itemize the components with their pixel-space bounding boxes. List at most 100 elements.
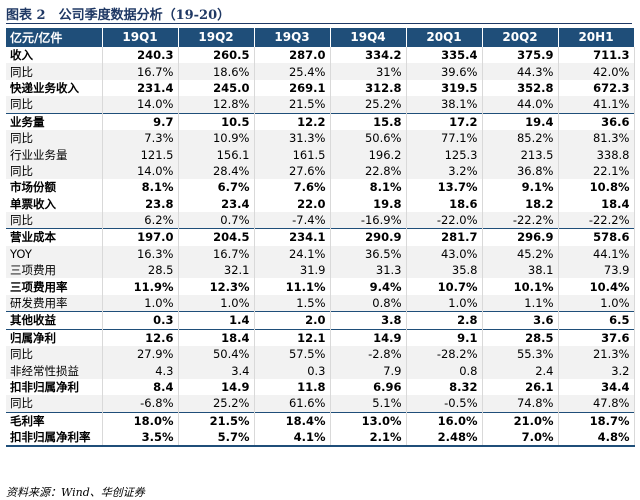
cell-value: 10.7% [406, 278, 483, 295]
cell-value: 4.1% [254, 428, 331, 448]
cell-value: 23.8 [102, 195, 179, 212]
row-label: 同比 [6, 346, 103, 363]
cell-value: 14.9 [178, 378, 255, 396]
cell-value: 73.9 [558, 262, 635, 279]
row-label: 市场份额 [6, 179, 103, 196]
row-label: 同比 [6, 395, 103, 413]
table-row: 研发费用率 1.0% 1.0% 1.5% 0.8% 1.0% 1.1% 1.0% [6, 294, 635, 312]
row-label: 扣非归属净利 [6, 378, 103, 396]
row-label: 业务量 [6, 112, 103, 130]
cell-value: 3.6 [482, 311, 559, 330]
row-label: 扣非归属净利率 [6, 428, 103, 448]
table-row: 扣非归属净利 8.4 14.9 11.8 6.96 8.32 26.1 34.4 [6, 378, 635, 396]
cell-value: -16.9% [330, 211, 407, 229]
row-label: 营业成本 [6, 228, 103, 246]
cell-value: 8.1% [330, 179, 407, 196]
cell-value: 38.1% [406, 96, 483, 114]
cell-value: 0.7% [178, 211, 255, 229]
cell-value: 16.3% [102, 245, 179, 263]
cell-value: 0.3 [102, 311, 179, 330]
row-label: 收入 [6, 46, 103, 64]
cell-value: 21.3% [558, 346, 635, 363]
table-row: 三项费用 28.5 32.1 31.9 31.3 35.8 38.1 73.9 [6, 262, 635, 279]
cell-value: 18.6 [406, 195, 483, 212]
cell-value: 8.4 [102, 378, 179, 396]
cell-value: 161.5 [254, 146, 331, 163]
cell-value: 3.5% [102, 428, 179, 448]
cell-value: 37.6 [558, 328, 635, 347]
cell-value: 2.48% [406, 428, 483, 448]
cell-value: 13.7% [406, 179, 483, 196]
cell-value: 74.8% [482, 395, 559, 413]
row-label: 三项费用率 [6, 278, 103, 295]
cell-value: 213.5 [482, 146, 559, 163]
table-row: 三项费用率 11.9% 12.3% 11.1% 9.4% 10.7% 10.1% 10.4% [6, 278, 635, 295]
header-19q2: 19Q2 [178, 28, 255, 47]
table-row: 收入 240.3 260.5 287.0 334.2 335.4 375.9 711.3 [6, 46, 635, 64]
cell-value: 156.1 [178, 146, 255, 163]
cell-value: 672.3 [558, 79, 635, 97]
table-row: 同比 27.9% 50.4% 57.5% -2.8% -28.2% 55.3% 21.3% [6, 346, 635, 363]
table-row: 非经常性损益 4.3 3.4 0.3 7.9 0.8 2.4 3.2 [6, 362, 635, 379]
cell-value: 11.1% [254, 278, 331, 295]
cell-value: 0.8 [406, 362, 483, 379]
cell-value: 24.1% [254, 245, 331, 263]
cell-value: 39.6% [406, 63, 483, 80]
cell-value: 3.8 [330, 311, 407, 330]
cell-value: 14.0% [102, 162, 179, 180]
cell-value: 22.0 [254, 195, 331, 212]
cell-value: 28.4% [178, 162, 255, 180]
cell-value: 81.3% [558, 129, 635, 147]
table-row: 同比 14.0% 28.4% 27.6% 22.8% 3.2% 36.8% 22.1% [6, 162, 635, 180]
cell-value: 711.3 [558, 46, 635, 64]
cell-value: 9.1 [406, 328, 483, 347]
cell-value: 42.0% [558, 63, 635, 80]
cell-value: 8.1% [102, 179, 179, 196]
cell-value: 32.1 [178, 262, 255, 279]
row-label: 同比 [6, 129, 103, 147]
cell-value: 12.6 [102, 328, 179, 347]
cell-value: 14.9 [330, 328, 407, 347]
cell-value: 335.4 [406, 46, 483, 64]
cell-value: 15.8 [330, 112, 407, 130]
cell-value: 125.3 [406, 146, 483, 163]
table-row: 同比 14.0% 12.8% 21.5% 25.2% 38.1% 44.0% 41.1% [6, 96, 635, 114]
cell-value: -2.8% [330, 346, 407, 363]
header-20h1: 20H1 [558, 28, 635, 47]
table-caption: 图表 2 公司季度数据分析（19-20） [6, 8, 231, 23]
cell-value: -22.2% [558, 211, 635, 229]
cell-value: -0.5% [406, 395, 483, 413]
cell-value: 9.1% [482, 179, 559, 196]
cell-value: 204.5 [178, 228, 255, 246]
cell-value: 31.9 [254, 262, 331, 279]
cell-value: 77.1% [406, 129, 483, 147]
row-label: 非经常性损益 [6, 362, 103, 379]
caption-divider [6, 23, 632, 24]
header-20q1: 20Q1 [406, 28, 483, 47]
row-label: 同比 [6, 211, 103, 229]
cell-value: 18.4 [178, 328, 255, 347]
cell-value: 17.2 [406, 112, 483, 130]
cell-value: 375.9 [482, 46, 559, 64]
cell-value: 4.8% [558, 428, 635, 448]
cell-value: 7.6% [254, 179, 331, 196]
cell-value: 9.4% [330, 278, 407, 295]
cell-value: 47.8% [558, 395, 635, 413]
row-label: 同比 [6, 162, 103, 180]
row-label: 研发费用率 [6, 294, 103, 312]
cell-value: 27.6% [254, 162, 331, 180]
cell-value: -28.2% [406, 346, 483, 363]
cell-value: 41.1% [558, 96, 635, 114]
cell-value: 290.9 [330, 228, 407, 246]
header-19q4: 19Q4 [330, 28, 407, 47]
cell-value: 13.0% [330, 411, 407, 429]
cell-value: 231.4 [102, 79, 179, 97]
table-row: 扣非归属净利率 3.5% 5.7% 4.1% 2.1% 2.48% 7.0% 4.8% [6, 428, 635, 448]
table-row: 同比 16.7% 18.6% 25.4% 31% 39.6% 44.3% 42.0% [6, 63, 635, 80]
cell-value: 44.3% [482, 63, 559, 80]
cell-value: 0.3 [254, 362, 331, 379]
table-row: 市场份额 8.1% 6.7% 7.6% 8.1% 13.7% 9.1% 10.8% [6, 179, 635, 196]
header-19q3: 19Q3 [254, 28, 331, 47]
cell-value: 281.7 [406, 228, 483, 246]
cell-value: 287.0 [254, 46, 331, 64]
